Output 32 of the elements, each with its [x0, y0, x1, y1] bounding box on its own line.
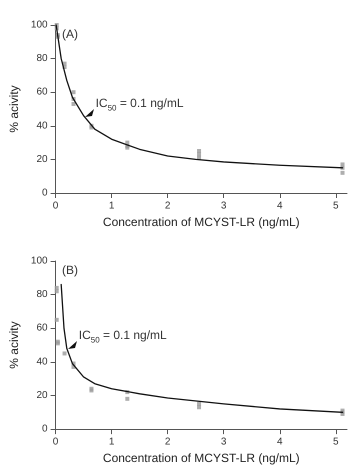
x-tick-label: 3: [220, 200, 227, 212]
y-tick-label: 100: [30, 20, 48, 30]
y-tick-label: 40: [36, 356, 48, 368]
x-tick-label: 0: [52, 200, 59, 212]
annotation: IC$_{50}$ = 0.1 ng/mL: [96, 96, 184, 114]
y-tick-label: 40: [36, 120, 48, 132]
annotation: (B): [62, 263, 78, 277]
y-tick-label: 0: [42, 424, 48, 435]
y-axis-title: % acivity: [7, 321, 21, 369]
x-tick-label: 4: [276, 436, 283, 448]
x-tick-label: 2: [164, 436, 171, 448]
x-tick-label: 3: [220, 436, 227, 448]
y-tick-label: 20: [36, 390, 48, 401]
annotation: (A): [62, 27, 78, 41]
x-tick-label: 1: [108, 436, 115, 448]
annotation: IC$_{50}$ = 0.1 ng/mL: [78, 328, 167, 347]
x-tick-label: 5: [333, 200, 340, 212]
x-axis-title: Concentration of MCYST-LR (ng/mL): [102, 451, 300, 465]
y-tick-label: 20: [36, 154, 48, 165]
x-axis-title: Concentration of MCYST-LR (ng/mL): [102, 214, 300, 229]
y-tick-label: 0: [42, 188, 48, 198]
x-tick-label: 0: [52, 436, 59, 448]
y-tick-label: 80: [36, 53, 48, 64]
y-tick-label: 60: [36, 86, 48, 98]
x-tick-label: 2: [164, 200, 171, 212]
y-tick-label: 80: [36, 289, 48, 300]
x-tick-label: 4: [276, 200, 283, 212]
x-tick-label: 1: [108, 200, 115, 212]
x-tick-label: 5: [333, 436, 340, 448]
y-tick-label: 60: [36, 322, 48, 334]
y-axis-title: % acivity: [7, 85, 21, 133]
y-tick-label: 100: [30, 256, 48, 266]
